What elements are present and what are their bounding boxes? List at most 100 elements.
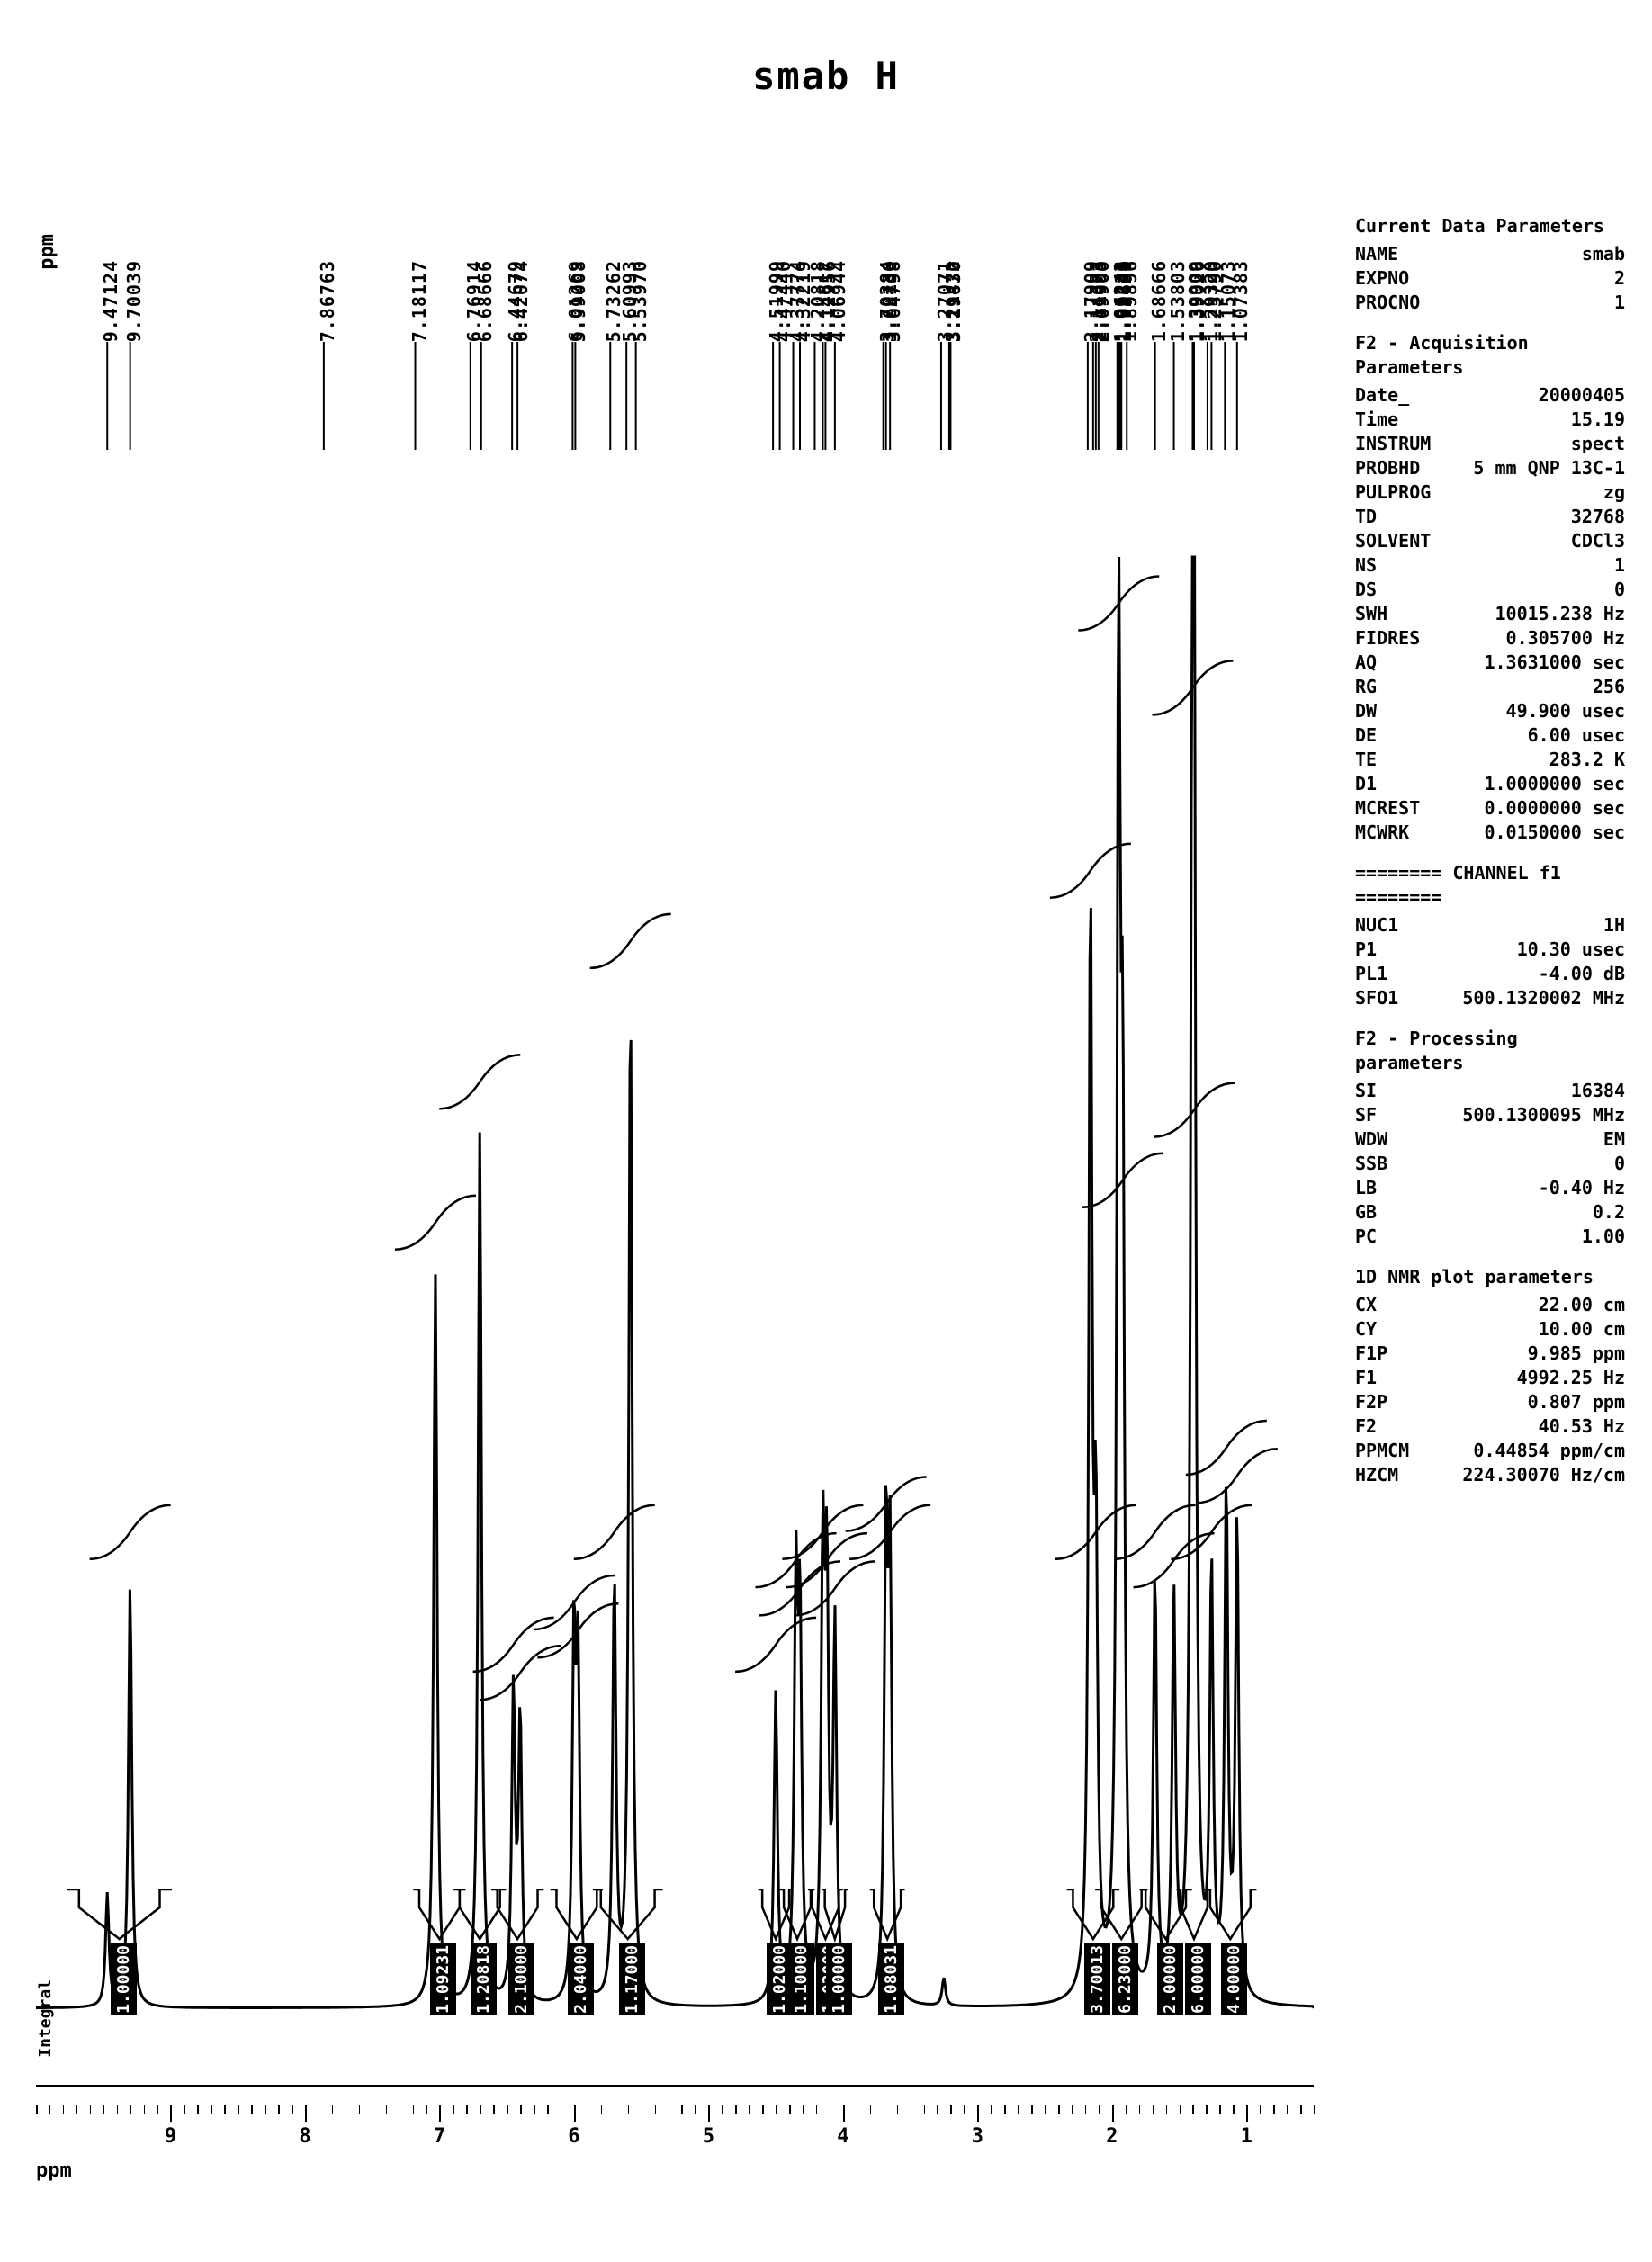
figure-title: smab H xyxy=(0,54,1652,98)
axis-tick-minor xyxy=(332,2105,334,2114)
axis-tick-minor xyxy=(144,2105,146,2114)
param-value: 0.305700 Hz xyxy=(1506,626,1625,651)
axis-tick-minor xyxy=(1112,2105,1114,2114)
param-value: 500.1300095 MHz xyxy=(1462,1103,1625,1127)
param-value: 10.00 cm xyxy=(1539,1317,1625,1342)
param-row: INSTRUMspect xyxy=(1355,432,1625,456)
param-section-title: Current Data Parameters xyxy=(1355,214,1625,238)
axis-tick-minor xyxy=(439,2105,441,2114)
param-value: 10.30 usec xyxy=(1517,938,1625,962)
nmr-page: smab H ppm 9.471249.700397.867637.181176… xyxy=(0,0,1652,2262)
axis-tick-minor xyxy=(950,2105,952,2114)
param-row: TE283.2 K xyxy=(1355,748,1625,772)
axis-tick-minor xyxy=(1219,2105,1221,2114)
axis-tick-label: 6 xyxy=(568,2125,579,2148)
param-key: SI xyxy=(1355,1079,1377,1103)
axis-tick-minor xyxy=(292,2105,293,2114)
axis-tick-minor xyxy=(386,2105,388,2114)
axis-tick-minor xyxy=(157,2105,159,2114)
axis-tick-minor xyxy=(466,2105,468,2114)
axis-tick-minor xyxy=(789,2105,791,2114)
parameter-panel: Current Data ParametersNAMEsmabEXPNO2PRO… xyxy=(1355,198,1625,1487)
param-key: SFO1 xyxy=(1355,986,1398,1010)
axis-tick-label: 1 xyxy=(1241,2125,1252,2148)
axis-tick-minor xyxy=(520,2105,522,2114)
axis-tick-minor xyxy=(426,2105,427,2114)
axis-tick-minor xyxy=(911,2105,912,2114)
axis-tick-minor xyxy=(1085,2105,1087,2114)
param-key: F1P xyxy=(1355,1342,1387,1366)
param-row: P110.30 usec xyxy=(1355,938,1625,962)
param-key: EXPNO xyxy=(1355,266,1409,291)
param-value: 4992.25 Hz xyxy=(1517,1366,1625,1390)
param-key: DS xyxy=(1355,578,1377,602)
param-value: 0.0150000 sec xyxy=(1484,821,1625,845)
axis-tick-minor xyxy=(1260,2105,1261,2114)
axis-tick-minor xyxy=(884,2105,885,2114)
axis-tick-minor xyxy=(1166,2105,1168,2114)
param-row: F240.53 Hz xyxy=(1355,1414,1625,1439)
axis-tick-minor xyxy=(238,2105,239,2114)
axis-tick-minor xyxy=(1126,2105,1127,2114)
axis-tick-minor xyxy=(776,2105,777,2114)
axis-tick-minor xyxy=(346,2105,347,2114)
axis-tick-minor xyxy=(681,2105,683,2114)
param-key: PC xyxy=(1355,1225,1377,1249)
axis-tick-minor xyxy=(184,2105,185,2114)
axis-tick-label: 5 xyxy=(703,2125,714,2148)
axis-tick-label: 4 xyxy=(837,2125,848,2148)
param-row: CY10.00 cm xyxy=(1355,1317,1625,1342)
param-row: DS0 xyxy=(1355,578,1625,602)
axis-tick-minor xyxy=(547,2105,549,2114)
param-row: F14992.25 Hz xyxy=(1355,1366,1625,1390)
param-value: 0.807 ppm xyxy=(1528,1390,1625,1414)
param-key: TE xyxy=(1355,748,1377,772)
axis-tick-minor xyxy=(924,2105,926,2114)
param-key: PL1 xyxy=(1355,962,1387,986)
integral-value: 1.09231 xyxy=(430,1889,456,2019)
param-key: MCREST xyxy=(1355,796,1420,821)
axis-tick-minor xyxy=(695,2105,696,2114)
axis-tick-minor xyxy=(211,2105,212,2114)
param-section-title: F2 - Processing parameters xyxy=(1355,1027,1625,1075)
param-key: LB xyxy=(1355,1176,1377,1200)
param-key: D1 xyxy=(1355,772,1377,796)
param-value: EM xyxy=(1603,1127,1625,1152)
param-row: Date_20000405 xyxy=(1355,383,1625,408)
param-key: SSB xyxy=(1355,1152,1387,1176)
param-key: INSTRUM xyxy=(1355,432,1431,456)
param-key: PPMCM xyxy=(1355,1439,1409,1463)
ppm-axis: 987654321 xyxy=(36,2105,1314,2159)
param-value: 1 xyxy=(1614,291,1625,315)
axis-tick-minor xyxy=(400,2105,401,2114)
param-row: D11.0000000 sec xyxy=(1355,772,1625,796)
param-row: DW49.900 usec xyxy=(1355,699,1625,723)
integral-value: 1.17000 xyxy=(619,1889,645,2019)
param-row: PULPROGzg xyxy=(1355,480,1625,505)
param-value: CDCl3 xyxy=(1571,529,1625,553)
integral-value: 2.00000 xyxy=(1157,1889,1183,2019)
param-key: PROCNO xyxy=(1355,291,1420,315)
axis-tick-minor xyxy=(1273,2105,1275,2114)
axis-tick-label: 8 xyxy=(299,2125,310,2148)
param-row: TD32768 xyxy=(1355,505,1625,529)
axis-tick-minor xyxy=(1099,2105,1100,2114)
param-key: TD xyxy=(1355,505,1377,529)
param-key: HZCM xyxy=(1355,1463,1398,1487)
param-value: 256 xyxy=(1593,675,1625,699)
axis-tick-minor xyxy=(1058,2105,1060,2114)
param-row: AQ1.3631000 sec xyxy=(1355,651,1625,675)
axis-tick-minor xyxy=(493,2105,495,2114)
param-row: NAMEsmab xyxy=(1355,242,1625,266)
param-row: SSB0 xyxy=(1355,1152,1625,1176)
axis-tick-minor xyxy=(964,2105,965,2114)
param-row: PC1.00 xyxy=(1355,1225,1625,1249)
axis-tick-minor xyxy=(373,2105,374,2114)
axis-tick-minor xyxy=(655,2105,657,2114)
param-key: AQ xyxy=(1355,651,1377,675)
param-row: SI16384 xyxy=(1355,1079,1625,1103)
axis-tick-minor xyxy=(1072,2105,1073,2114)
param-row: LB-0.40 Hz xyxy=(1355,1176,1625,1200)
param-row: NUC11H xyxy=(1355,913,1625,938)
param-row: GB0.2 xyxy=(1355,1200,1625,1225)
